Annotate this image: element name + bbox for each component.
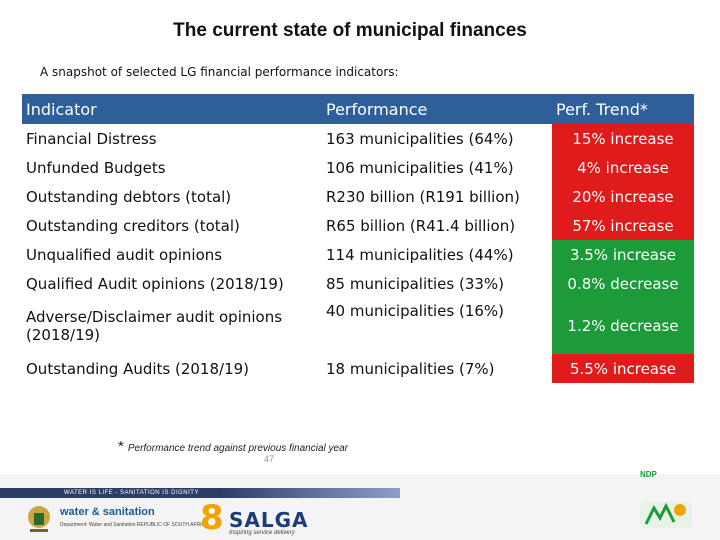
- table-row: Unfunded Budgets 106 municipalities (41%…: [22, 153, 694, 182]
- water-sanitation-dept: Department: Water and Sanitation REPUBLI…: [60, 522, 209, 528]
- table-row: Outstanding Audits (2018/19) 18 municipa…: [22, 354, 694, 383]
- performance-cell: R230 billion (R191 billion): [326, 187, 520, 206]
- table-row: Outstanding debtors (total) R230 billion…: [22, 182, 694, 211]
- water-sanitation-logo-name: water & sanitation: [60, 506, 155, 518]
- indicator-cell: Financial Distress: [26, 129, 157, 148]
- trend-cell: 4% increase: [552, 153, 694, 182]
- table-row: Adverse/Disclaimer audit opinions (2018/…: [22, 298, 694, 354]
- indicator-cell: Adverse/Disclaimer audit opinions (2018/…: [26, 308, 283, 344]
- indicator-cell: Outstanding debtors (total): [26, 187, 232, 206]
- indicator-cell: Qualified Audit opinions (2018/19): [26, 274, 284, 293]
- footer-strip: [0, 474, 720, 540]
- indicator-cell: Outstanding creditors (total): [26, 216, 240, 235]
- header-indicator: Indicator: [22, 94, 322, 124]
- footer-slogan-bar: [0, 488, 400, 498]
- indicator-cell: Outstanding Audits (2018/19): [26, 359, 250, 378]
- trend-cell: 20% increase: [552, 182, 694, 211]
- trend-cell: 15% increase: [552, 124, 694, 153]
- footer-slogan: WATER IS LIFE - SANITATION IS DIGNITY: [64, 490, 199, 496]
- performance-cell: 106 municipalities (41%): [326, 158, 514, 177]
- table-row: Outstanding creditors (total) R65 billio…: [22, 211, 694, 240]
- ndp-logo-label: NDP: [640, 470, 657, 479]
- footnote: * Performance trend against previous fina…: [118, 438, 348, 455]
- header-trend: Perf. Trend*: [552, 94, 694, 124]
- table-row: Unqualified audit opinions 114 municipal…: [22, 240, 694, 269]
- trend-cell: 0.8% decrease: [552, 269, 694, 298]
- performance-cell: 85 municipalities (33%): [326, 274, 505, 293]
- trend-cell: 3.5% increase: [552, 240, 694, 269]
- salga-logo-name: SALGA: [229, 508, 309, 532]
- table-header-row: Indicator Performance Perf. Trend*: [22, 94, 694, 124]
- ndp-logo-icon: [640, 502, 692, 528]
- table-row: Financial Distress 163 municipalities (6…: [22, 124, 694, 153]
- trend-cell: 5.5% increase: [552, 354, 694, 383]
- indicators-table: Indicator Performance Perf. Trend* Finan…: [22, 94, 694, 383]
- coat-of-arms-icon: [28, 506, 50, 532]
- performance-cell: R65 billion (R41.4 billion): [326, 216, 516, 235]
- salga-tagline: Inspiring service delivery: [229, 530, 295, 536]
- salga-logo-mark: 8: [200, 498, 224, 538]
- performance-cell: 163 municipalities (64%): [326, 129, 514, 148]
- footnote-star: *: [118, 438, 124, 455]
- performance-cell: 40 municipalities (16%): [326, 302, 505, 320]
- header-performance: Performance: [322, 94, 552, 124]
- indicator-cell: Unfunded Budgets: [26, 158, 166, 177]
- page-subtitle: A snapshot of selected LG financial perf…: [40, 65, 399, 79]
- footnote-text: Performance trend against previous finan…: [127, 443, 348, 454]
- performance-cell: 18 municipalities (7%): [326, 359, 495, 378]
- trend-cell: 1.2% decrease: [552, 298, 694, 354]
- performance-cell: 114 municipalities (44%): [326, 245, 514, 264]
- page-title: The current state of municipal finances: [173, 20, 527, 41]
- indicator-cell: Unqualified audit opinions: [26, 245, 223, 264]
- page-number: 47: [264, 454, 275, 464]
- trend-cell: 57% increase: [552, 211, 694, 240]
- table-row: Qualified Audit opinions (2018/19) 85 mu…: [22, 269, 694, 298]
